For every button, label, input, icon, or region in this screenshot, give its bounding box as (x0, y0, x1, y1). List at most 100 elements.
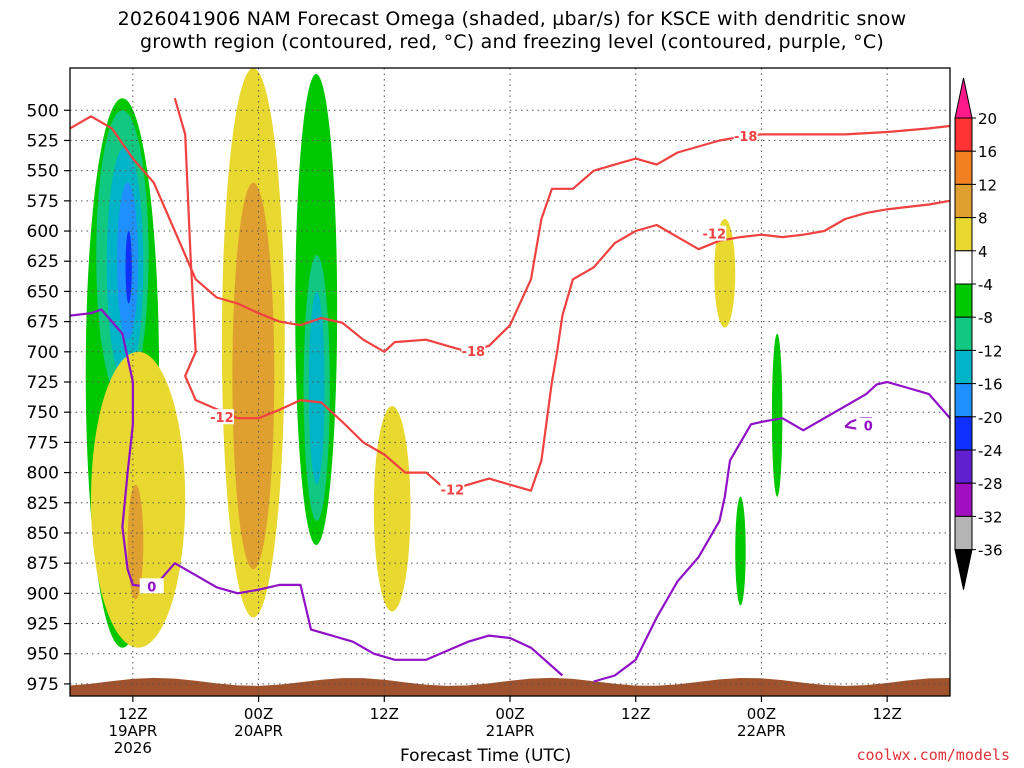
dgz-label-a: -18 (462, 345, 486, 360)
colorbar-bin-12 (954, 482, 973, 517)
x-tick-label-84-0: 12Z (872, 705, 901, 723)
colorbar-label-7: -12 (978, 342, 1003, 360)
y-tick-label-700: 700 (27, 343, 59, 363)
y-tick-label-775: 775 (27, 433, 59, 453)
colorbar-label-0: 20 (978, 110, 997, 128)
chart-title: 2026041906 NAM Forecast Omega (shaded, µ… (0, 8, 1024, 54)
omega-region-9 (308, 291, 325, 485)
dgz-label-c-bg (209, 409, 234, 425)
colorbar-label-12: -32 (978, 508, 1003, 526)
y-tick-label-800: 800 (27, 464, 59, 484)
y-tick-label-650: 650 (27, 282, 59, 302)
omega-region-15 (735, 496, 746, 606)
y-tick-label-525: 525 (27, 131, 59, 151)
x-tick-label-60-0: 12Z (621, 705, 650, 723)
colorbar-bin-9 (954, 383, 973, 418)
y-tick-label-725: 725 (27, 373, 59, 393)
contour-lines: -18 -18 -12 -12 -12 0 0 (70, 97, 950, 683)
colorbar-bin-10 (954, 416, 973, 451)
colorbar-label-1: 16 (978, 143, 997, 161)
y-tick-label-575: 575 (27, 192, 59, 212)
y-tick-label-825: 825 (27, 494, 59, 514)
colorbar-bottom-triangle (954, 549, 973, 590)
x-tick-label-12-1: 19APR (108, 722, 157, 740)
colorbar-label-2: 12 (978, 176, 997, 194)
freezing-label-a-bg (139, 578, 164, 594)
colorbar-bin-7 (954, 316, 973, 351)
colorbar-label-8: -16 (978, 376, 1003, 394)
colorbar-label-13: -36 (978, 542, 1003, 560)
freezing-contour-line-0 (70, 308, 564, 677)
dgz-label-b: -18 (734, 130, 758, 145)
terrain-area (70, 677, 950, 696)
colorbar-label-10: -24 (978, 442, 1003, 460)
dgz-label-b-bg (733, 127, 758, 143)
x-tick-label-24-1: 20APR (234, 722, 283, 740)
omega-region-14 (771, 333, 783, 497)
colorbar-bin-4 (954, 217, 973, 252)
y-tick-label-600: 600 (27, 222, 59, 242)
y-tick-label-875: 875 (27, 554, 59, 574)
freezing-label-a: 0 (147, 580, 156, 595)
y-tick-label-925: 925 (27, 615, 59, 635)
dgz-label-d: -12 (441, 484, 465, 499)
y-tick-label-625: 625 (27, 252, 59, 272)
colorbar: 20 16 12 8 4 -4 -8 -12 -16 -20 -24 -28 -32 -36 (954, 77, 1003, 590)
title-line-1: 2026041906 NAM Forecast Omega (shaded, µ… (117, 8, 907, 30)
dgz-label-c: -12 (210, 411, 234, 426)
dgz-label-e-bg (702, 225, 727, 241)
y-tick-label-850: 850 (27, 524, 59, 544)
y-tick-label-500: 500 (27, 101, 59, 121)
dgz-label-a-bg (461, 342, 486, 358)
colorbar-label-5: -4 (978, 276, 993, 294)
y-tick-label-950: 950 (27, 645, 59, 665)
colorbar-bin-8 (954, 349, 973, 385)
title-line-2: growth region (contoured, red, °C) and f… (140, 31, 884, 53)
colorbar-bin-3 (954, 183, 973, 219)
y-tick-label-900: 900 (27, 584, 59, 604)
omega-shading (85, 68, 783, 648)
terrain-ground (70, 677, 950, 696)
colorbar-bin-13 (954, 515, 973, 551)
colorbar-bin-2 (954, 150, 973, 185)
colorbar-label-6: -8 (978, 309, 993, 327)
y-tick-label-675: 675 (27, 313, 59, 333)
omega-region-11 (127, 484, 144, 600)
colorbar-label-4: 4 (978, 243, 988, 261)
grid-lines (70, 68, 950, 696)
omega-region-13 (714, 218, 736, 328)
omega-region-6 (232, 182, 275, 570)
x-tick-label-72-0: 00Z (747, 705, 776, 723)
y-tick-label-975: 975 (27, 675, 59, 695)
x-tick-label-12-0: 12Z (118, 705, 147, 723)
y-axis: 500 525 550 575 600 625 650 675 700 725 750 775 800 8… (27, 101, 70, 695)
x-tick-label-48-1: 21APR (486, 722, 535, 740)
x-tick-label-24-0: 00Z (244, 705, 273, 723)
colorbar-label-11: -28 (978, 475, 1003, 493)
x-axis-title: Forecast Time (UTC) (400, 746, 572, 766)
dgz-label-e: -12 (703, 228, 727, 243)
freezing-label-b: 0 (864, 420, 873, 435)
x-tick-label-12-2: 2026 (114, 739, 152, 757)
x-tick-label-36-0: 12Z (370, 705, 399, 723)
colorbar-bin-11 (954, 449, 973, 484)
source-credit: coolwx.com/models (856, 746, 1010, 764)
x-tick-label-72-1: 22APR (737, 722, 786, 740)
y-tick-label-750: 750 (27, 403, 59, 423)
x-tick-label-48-0: 00Z (495, 705, 524, 723)
freezing-contour-line-1 (593, 380, 950, 683)
colorbar-bin-6 (954, 283, 973, 318)
colorbar-bin-1 (954, 117, 973, 152)
y-tick-label-550: 550 (27, 162, 59, 182)
omega-region-4 (125, 231, 132, 304)
colorbar-bin-5 (954, 250, 973, 285)
colorbar-top-triangle (954, 77, 973, 119)
omega-region-12 (373, 406, 411, 612)
colorbar-label-3: 8 (978, 210, 988, 228)
freezing-label-b-bg (856, 417, 881, 433)
dgz-contour-line-1 (173, 97, 950, 492)
colorbar-label-9: -20 (978, 409, 1003, 427)
dgz-label-d-bg (440, 481, 465, 497)
